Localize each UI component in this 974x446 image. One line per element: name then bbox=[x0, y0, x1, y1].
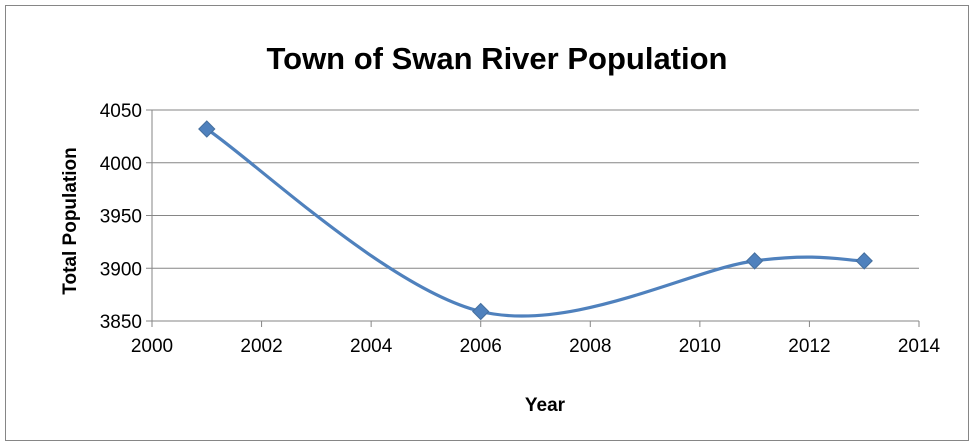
tick-labels: 3850 3900 3950 4000 4050 2000 2002 2004 2006 2008… bbox=[100, 101, 941, 357]
chart-frame: Town of Swan River Population Total Popu… bbox=[5, 5, 969, 441]
chart-title: Town of Swan River Population bbox=[267, 41, 728, 76]
data-point-2013 bbox=[855, 252, 873, 270]
y-tick-label: 4050 bbox=[100, 101, 142, 122]
series-layer bbox=[198, 120, 873, 321]
data-point-2011 bbox=[745, 252, 764, 270]
y-tick-label: 3900 bbox=[100, 259, 142, 280]
x-axis-title: Year bbox=[525, 395, 566, 416]
series-line bbox=[205, 127, 866, 318]
x-tick-label: 2012 bbox=[788, 336, 830, 357]
x-tick-label: 2004 bbox=[350, 336, 393, 357]
line-chart: Town of Swan River Population Total Popu… bbox=[60, 41, 941, 416]
data-point-2001 bbox=[198, 120, 216, 138]
y-axis-title: Total Population bbox=[60, 147, 81, 294]
axes bbox=[146, 109, 920, 327]
x-tick-label: 2008 bbox=[569, 336, 611, 357]
x-tick-label: 2000 bbox=[131, 336, 173, 357]
y-tick-label: 3950 bbox=[100, 207, 142, 228]
gridlines bbox=[152, 109, 919, 269]
x-tick-label: 2014 bbox=[898, 336, 941, 357]
x-tick-label: 2006 bbox=[460, 336, 502, 357]
data-point-2006 bbox=[472, 302, 490, 321]
x-tick-label: 2010 bbox=[679, 336, 721, 357]
y-tick-label: 3850 bbox=[100, 312, 142, 333]
y-tick-label: 4000 bbox=[100, 154, 142, 175]
x-tick-label: 2002 bbox=[240, 336, 282, 357]
